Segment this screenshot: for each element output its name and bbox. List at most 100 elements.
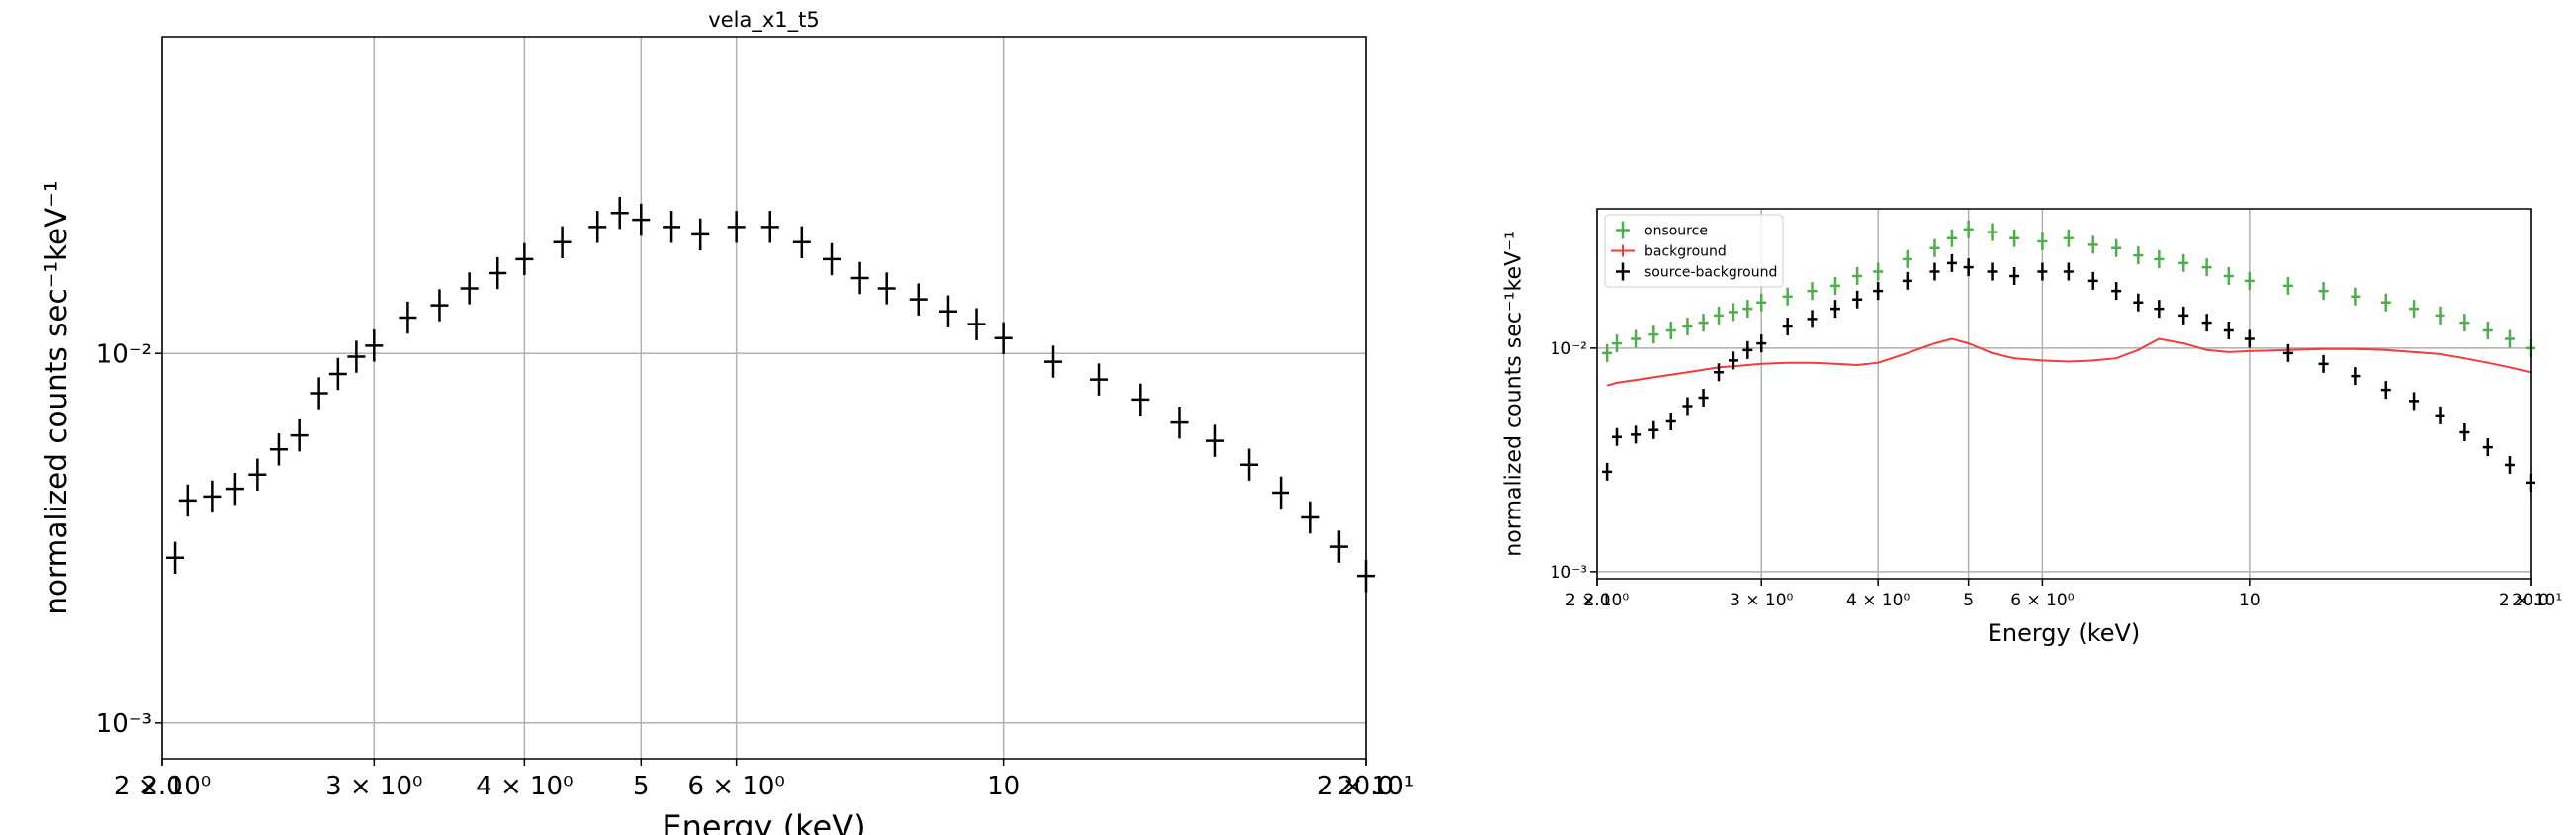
data-point [328,357,347,391]
x-axis-label: Energy (keV) [1988,619,2141,647]
x-tick-label: 4 × 10⁰ [1846,591,1910,610]
data-point [792,226,811,259]
data-point [430,289,449,322]
data-point [588,211,607,243]
plot-frame [1596,208,2532,580]
legend-marker [1616,221,1630,239]
data-point [1602,343,1613,362]
data-point [2409,300,2420,319]
data-point [1665,412,1676,430]
data-point [1963,220,1974,238]
data-point [1631,425,1642,444]
data-point [1929,262,1940,281]
data-point [1205,424,1224,457]
x-tick-label: 3 × 10⁰ [1730,591,1793,610]
y-tick-label: 10⁻² [1551,339,1587,359]
data-point [2504,329,2515,348]
data-point [1829,300,1840,319]
y-tick-label: 10⁻³ [1551,563,1587,583]
data-point [2282,343,2293,362]
series [1606,337,2532,387]
data-point [347,340,366,373]
x-tick-label: 4 × 10⁰ [476,772,573,801]
series [166,197,1375,593]
x-tick-label: 10 [2239,591,2261,610]
data-point [2244,271,2255,290]
data-point [1987,223,1998,241]
x-tick-label: 2.0 [141,772,182,801]
data-point [909,283,928,316]
data-point [2133,293,2144,312]
data-point [1807,310,1818,328]
data-point [2178,306,2189,325]
data-point [2223,321,2234,339]
data-point [2223,267,2234,286]
data-point [1873,262,1884,281]
data-point [2380,381,2391,400]
x-tick-label: 2 × 10¹ [2499,591,2562,610]
data-point [1612,427,1622,446]
data-point [2037,262,2048,281]
data-point [1648,325,1659,344]
y-axis-label: normalized counts sec⁻¹keV⁻¹ [40,180,73,614]
data-point [1612,334,1622,353]
data-point [203,480,222,513]
x-tick-label: 2 × 10⁰ [114,772,211,801]
x-tick-label: 6 × 10⁰ [2010,591,2074,610]
data-point [365,329,384,362]
data-point [1902,249,1912,268]
data-point [2282,276,2293,295]
y-tick-label: 10⁻² [96,339,152,369]
data-point [2063,262,2074,281]
x-tick-label: 20.0 [1337,772,1394,801]
data-point [1742,340,1753,359]
data-line [1606,337,2532,387]
data-point [2482,438,2493,457]
data-point [2087,271,2098,290]
data-point [1682,397,1693,416]
data-point [2201,258,2212,277]
data-point [1728,303,1738,322]
data-point [967,308,986,340]
x-axis-label: Energy (keV) [662,808,865,835]
plot-frame [161,36,1367,760]
data-point [2111,238,2122,257]
data-point [1929,238,1940,257]
data-point [1131,383,1150,417]
data-point [310,377,328,410]
data-point [2459,423,2470,442]
data-point [2435,406,2445,424]
data-point [2459,314,2470,332]
data-point [515,242,534,276]
x-tick-label: 20.0 [2512,591,2549,610]
legend-label: background [1644,243,1727,259]
data-point [1852,290,1863,309]
data-point [2318,354,2329,373]
data-point [1602,462,1613,481]
data-point [2063,229,2074,247]
data-point [2244,329,2255,348]
data-point [2154,249,2165,268]
data-point [1240,448,1259,481]
data-point [938,295,957,327]
data-point [1756,293,1767,312]
data-point [269,433,288,466]
y-axis-label: normalized counts sec⁻¹keV⁻¹ [1502,231,1527,556]
data-point [2351,367,2361,386]
data-point [2009,229,2020,247]
data-point [1873,282,1884,301]
data-point [663,211,681,243]
data-point [2009,267,2020,286]
data-point [225,472,244,506]
data-point [1090,363,1109,396]
x-tick-label: 5 [633,772,650,801]
data-point [877,272,896,305]
data-point [1648,420,1659,439]
legend-label: source-background [1644,264,1777,280]
x-tick-label: 3 × 10⁰ [325,772,422,801]
data-point [1665,321,1676,339]
data-point [1044,345,1063,378]
x-tick-label: 10 [987,772,1020,801]
data-point [1782,287,1793,306]
